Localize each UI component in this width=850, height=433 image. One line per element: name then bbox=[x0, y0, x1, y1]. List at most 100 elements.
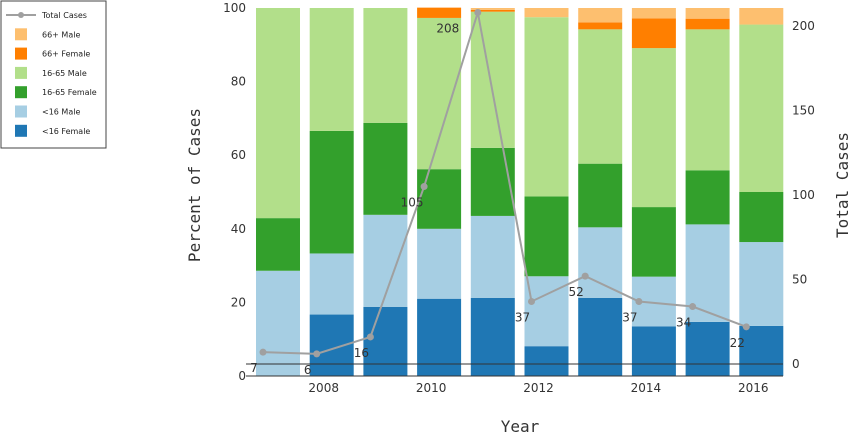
y-ticks: 0 20 40 60 80 100 bbox=[223, 1, 246, 383]
bar-2015-66-male bbox=[685, 8, 730, 19]
bar-2009--16-female bbox=[363, 306, 408, 376]
x-tick-label: 2010 bbox=[416, 381, 447, 395]
bar-2010--16-male bbox=[417, 228, 462, 299]
bar-2007--16-male bbox=[256, 270, 300, 376]
y2-tick-label: 200 bbox=[792, 19, 815, 33]
bar-2014-16-65-male bbox=[631, 48, 676, 208]
bar-2013-16-65-female bbox=[578, 163, 623, 228]
x-axis-title: Year bbox=[501, 417, 540, 433]
bar-2009-16-65-female bbox=[363, 122, 408, 215]
bar-2009--16-male bbox=[363, 214, 408, 307]
legend-line-marker bbox=[18, 12, 24, 18]
total-cases-point-2010 bbox=[420, 183, 428, 191]
bar-2008-16-65-male bbox=[309, 8, 354, 131]
bar-2010-16-65-female bbox=[417, 169, 462, 229]
bar-2011-66-female bbox=[470, 9, 515, 12]
data-label-2013: 52 bbox=[569, 285, 584, 299]
axes-layer bbox=[246, 363, 783, 377]
x-tick-label: 2014 bbox=[631, 381, 662, 395]
total-cases-point-2014 bbox=[635, 297, 643, 305]
y2-tick-label: 0 bbox=[792, 357, 800, 371]
legend-label: <16 Male bbox=[42, 108, 80, 117]
total-cases-line-layer bbox=[259, 8, 750, 358]
y-axis-title: Percent of Cases bbox=[185, 108, 204, 262]
bar-2011-16-65-female bbox=[470, 147, 515, 216]
legend-swatch bbox=[15, 105, 27, 118]
bar-2008-16-65-female bbox=[309, 130, 354, 254]
y-tick-label: 20 bbox=[231, 295, 246, 309]
legend-label: 66+ Female bbox=[42, 50, 90, 59]
bar-2011--16-male bbox=[470, 215, 515, 298]
bar-2013-66-female bbox=[578, 22, 623, 30]
legend-swatch bbox=[15, 86, 27, 99]
bar-2012-16-65-male bbox=[524, 17, 569, 197]
bar-2014-66-male bbox=[631, 8, 676, 19]
bar-2014--16-female bbox=[631, 326, 676, 376]
bar-2009-16-65-male bbox=[363, 8, 408, 123]
x-ticks: 2008 2010 2012 2014 2016 bbox=[308, 381, 768, 395]
data-label-2008: 6 bbox=[304, 363, 312, 377]
y2-tick-label: 150 bbox=[792, 104, 815, 118]
bar-2010--16-female bbox=[417, 298, 462, 376]
legend-swatch bbox=[15, 28, 27, 41]
total-cases-point-2007 bbox=[259, 348, 267, 356]
legend: Total Cases 66+ Male 66+ Female 16-65 Male 1… bbox=[0, 0, 107, 149]
y2-ticks: 0 50 100 150 200 bbox=[792, 19, 815, 371]
total-cases-line bbox=[262, 12, 747, 355]
total-cases-point-2008 bbox=[313, 350, 321, 358]
legend-swatch bbox=[15, 47, 27, 60]
bar-2015-16-65-male bbox=[685, 29, 730, 171]
bar-2013--16-male bbox=[578, 227, 623, 298]
bar-2014-66-female bbox=[631, 18, 676, 49]
bar-2015-16-65-female bbox=[685, 170, 730, 225]
data-label-2015: 34 bbox=[676, 316, 691, 330]
total-cases-point-2012 bbox=[528, 297, 535, 305]
bar-2015--16-female bbox=[685, 321, 730, 376]
legend-swatch bbox=[15, 124, 27, 137]
total-cases-point-2011 bbox=[474, 8, 482, 16]
data-label-2007: 7 bbox=[250, 361, 258, 375]
data-label-2014: 37 bbox=[622, 310, 637, 324]
bar-2011--16-female bbox=[470, 297, 515, 376]
bar-2007-16-65-male bbox=[256, 8, 300, 219]
total-cases-point-2015 bbox=[689, 303, 697, 311]
total-cases-point-2009 bbox=[366, 333, 374, 341]
bar-2014-16-65-female bbox=[631, 207, 676, 277]
total-cases-point-2016 bbox=[742, 323, 750, 331]
data-label-2011: 208 bbox=[436, 21, 459, 35]
bar-2016--16-male bbox=[739, 242, 784, 326]
bar-2012-16-65-female bbox=[524, 196, 569, 277]
bar-2016-66-male bbox=[739, 8, 784, 25]
bar-2013-66-male bbox=[578, 8, 623, 23]
total-cases-point-2013 bbox=[581, 272, 589, 280]
x-tick-label: 2016 bbox=[738, 381, 769, 395]
bar-2016-16-65-female bbox=[739, 192, 784, 243]
legend-label: 16-65 Female bbox=[42, 88, 97, 97]
y-tick-label: 80 bbox=[231, 75, 246, 89]
data-label-2010: 105 bbox=[401, 196, 424, 210]
bar-2011-16-65-male bbox=[470, 11, 515, 148]
x-tick-label: 2008 bbox=[308, 381, 339, 395]
bar-2011-66-male bbox=[470, 8, 515, 10]
legend-label: 66+ Male bbox=[42, 30, 80, 39]
data-label-2009: 16 bbox=[354, 346, 369, 360]
bar-2013-16-65-male bbox=[578, 29, 623, 164]
y-tick-label: 100 bbox=[223, 1, 246, 15]
bar-2010-66-female bbox=[417, 7, 462, 18]
y-tick-label: 0 bbox=[238, 369, 246, 383]
legend-swatch bbox=[15, 66, 27, 79]
x-tick-label: 2012 bbox=[523, 381, 554, 395]
data-labels: 7 6 16 105 208 37 52 37 34 22 bbox=[250, 21, 745, 376]
bar-2016--16-female bbox=[739, 325, 784, 376]
y2-tick-label: 50 bbox=[792, 273, 807, 287]
legend-label: Total Cases bbox=[41, 11, 87, 20]
y2-axis-title: Total Cases bbox=[833, 132, 850, 238]
y-tick-label: 40 bbox=[231, 222, 246, 236]
bar-2008--16-male bbox=[309, 253, 354, 315]
legend-label: <16 Female bbox=[42, 127, 90, 136]
y-tick-label: 60 bbox=[231, 148, 246, 162]
bar-2013--16-female bbox=[578, 297, 623, 376]
y2-tick-label: 100 bbox=[792, 188, 815, 202]
bar-2007-16-65-female bbox=[256, 218, 300, 271]
